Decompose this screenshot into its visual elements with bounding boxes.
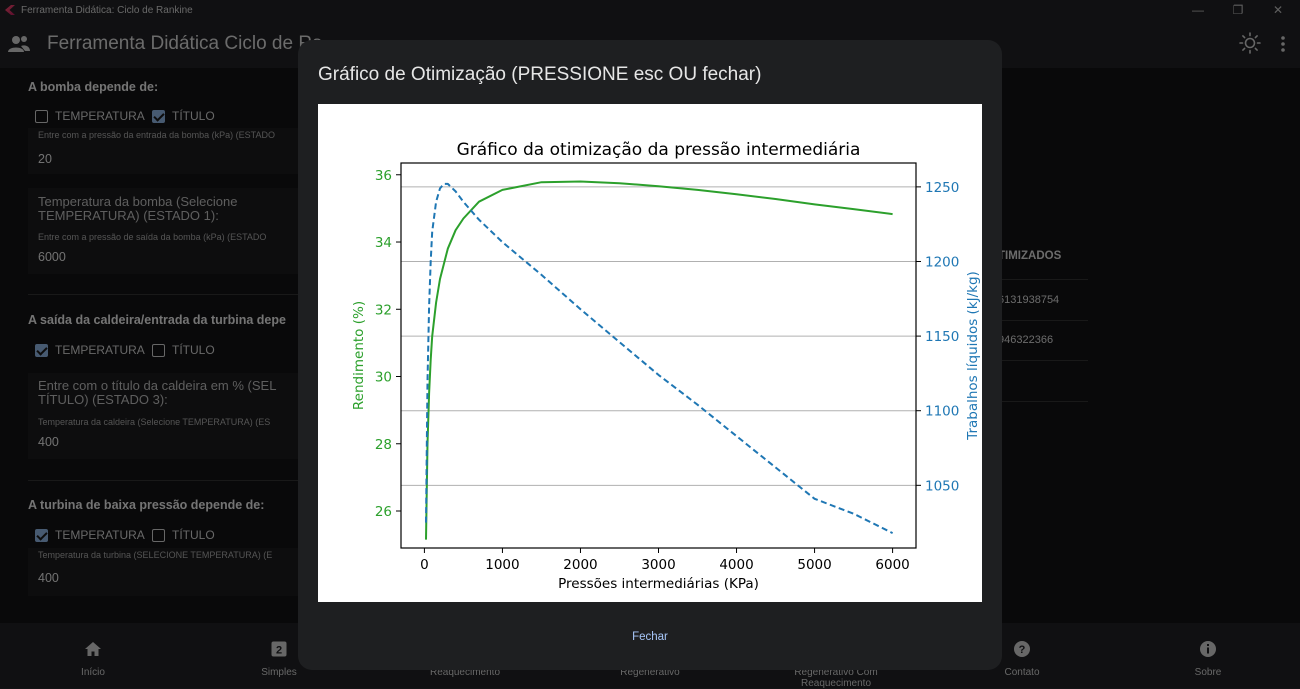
y-right-tick-label: 1100 xyxy=(925,404,959,420)
x-tick-label: 3000 xyxy=(641,557,675,573)
y-right-tick-label: 1050 xyxy=(925,478,959,494)
chart-title: Gráfico da otimização da pressão interme… xyxy=(457,140,861,160)
fechar-button[interactable]: Fechar xyxy=(632,631,668,643)
x-axis-label: Pressões intermediárias (KPa) xyxy=(558,576,759,592)
plot-frame xyxy=(400,162,917,549)
x-tick-label: 6000 xyxy=(875,557,909,573)
chart-container: 0 1000 2000 3000 4000 5000 6000 26 28 30 32 34 36 105… xyxy=(318,104,982,602)
rendimento-line xyxy=(425,180,893,540)
optimization-chart: 0 1000 2000 3000 4000 5000 6000 26 28 30 32 34 36 105… xyxy=(351,140,981,592)
y-left-tick-label: 30 xyxy=(375,370,392,386)
x-tick-label: 4000 xyxy=(719,557,753,573)
y-right-tick-label: 1250 xyxy=(925,180,959,196)
x-tick-label: 2000 xyxy=(563,557,597,573)
y-right-tick-label: 1200 xyxy=(925,254,959,270)
y-left-tick-label: 32 xyxy=(375,302,392,318)
y-left-tick-label: 36 xyxy=(375,168,392,184)
y-right-axis-label: Trabalhos líquidos (kJ/kg) xyxy=(965,271,981,441)
dialog-title: Gráfico de Otimização (PRESSIONE esc OU … xyxy=(318,64,762,85)
y-left-tick-label: 26 xyxy=(375,504,392,520)
y-left-tick-label: 28 xyxy=(375,437,392,453)
optimization-dialog: Gráfico de Otimização (PRESSIONE esc OU … xyxy=(298,40,1002,670)
trabalhos-line xyxy=(425,182,894,534)
y-right-tick-label: 1150 xyxy=(925,329,959,345)
x-tick-label: 1000 xyxy=(485,557,519,573)
x-tick-label: 5000 xyxy=(797,557,831,573)
x-tick-label: 0 xyxy=(420,557,429,573)
y-left-tick-label: 34 xyxy=(375,235,392,251)
y-left-axis-label: Rendimento (%) xyxy=(351,301,367,410)
